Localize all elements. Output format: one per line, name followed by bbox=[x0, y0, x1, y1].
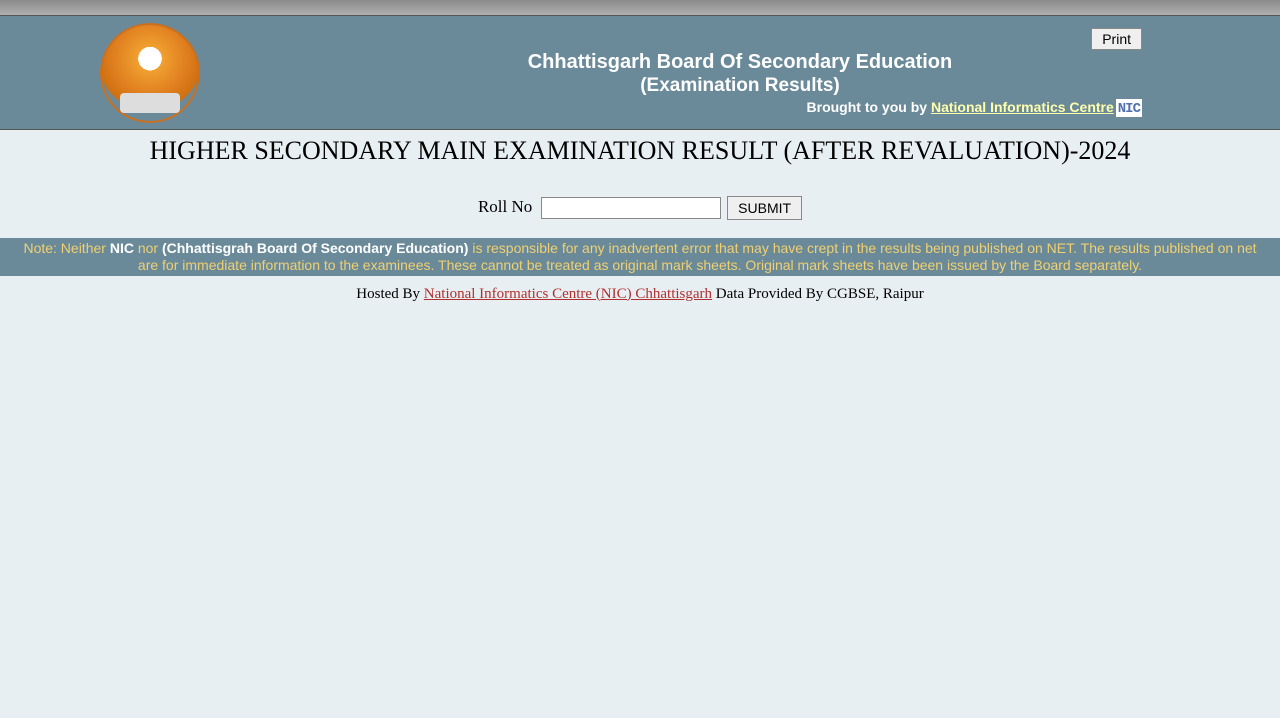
note-nic: NIC bbox=[110, 240, 134, 256]
hosted-by-prefix: Hosted By bbox=[356, 286, 424, 302]
board-logo-icon bbox=[100, 23, 200, 123]
nic-link[interactable]: National Informatics Centre bbox=[931, 99, 1114, 115]
header-titles: Chhattisgarh Board Of Secondary Educatio… bbox=[200, 49, 1280, 97]
note-board: (Chhattisgrah Board Of Secondary Educati… bbox=[162, 240, 468, 256]
roll-no-input[interactable] bbox=[541, 197, 721, 219]
top-gradient-bar bbox=[0, 0, 1280, 16]
note-prefix: Note: Neither bbox=[23, 240, 109, 256]
board-title: Chhattisgarh Board Of Secondary Educatio… bbox=[200, 49, 1280, 75]
brought-by-prefix: Brought to you by bbox=[807, 99, 931, 115]
footer-text: Hosted By National Informatics Centre (N… bbox=[0, 286, 1280, 303]
roll-no-label: Roll No bbox=[478, 197, 532, 216]
disclaimer-note: Note: Neither NIC nor (Chhattisgrah Boar… bbox=[0, 238, 1280, 276]
nic-logo-icon: NIC bbox=[1116, 99, 1142, 117]
note-nor: nor bbox=[134, 240, 162, 256]
board-subtitle: (Examination Results) bbox=[200, 75, 1280, 97]
hosted-by-link[interactable]: National Informatics Centre (NIC) Chhatt… bbox=[424, 286, 712, 302]
print-button[interactable]: Print bbox=[1091, 28, 1142, 50]
data-provided-text: Data Provided By CGBSE, Raipur bbox=[712, 286, 924, 302]
page-title: HIGHER SECONDARY MAIN EXAMINATION RESULT… bbox=[0, 136, 1280, 166]
search-form: Roll No SUBMIT bbox=[0, 196, 1280, 220]
brought-by-text: Brought to you by National Informatics C… bbox=[807, 99, 1142, 117]
header-banner: Chhattisgarh Board Of Secondary Educatio… bbox=[0, 16, 1280, 130]
submit-button[interactable]: SUBMIT bbox=[727, 196, 802, 220]
